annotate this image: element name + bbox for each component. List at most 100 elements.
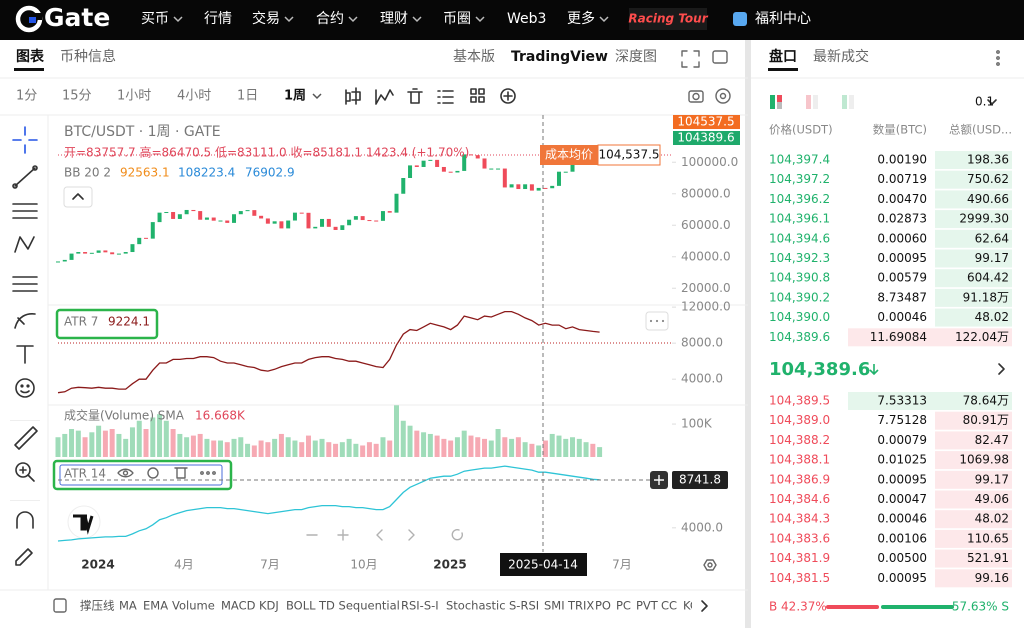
interval[interactable]: 1分 xyxy=(16,89,37,104)
interval[interactable]: 1周 xyxy=(284,89,306,104)
indicator-option[interactable]: TD Sequential xyxy=(318,599,400,613)
indicator-option[interactable]: EMA xyxy=(143,599,168,613)
cost-badge[interactable] xyxy=(540,145,598,165)
precision[interactable]: 0.1 xyxy=(975,95,994,109)
nav-item[interactable]: 币圈 xyxy=(443,11,471,27)
candle-body xyxy=(509,184,514,188)
candle-body xyxy=(144,237,149,239)
volume-bar xyxy=(448,440,454,457)
candle-body xyxy=(123,252,128,254)
indicator-option[interactable]: KDJ xyxy=(259,599,279,613)
view-icons[interactable] xyxy=(681,50,1000,68)
logo: Gate xyxy=(44,3,110,32)
indicator-option[interactable]: S-RSI xyxy=(509,599,539,613)
indicator-option[interactable]: KC xyxy=(683,599,698,613)
interval[interactable]: 4小时 xyxy=(177,89,211,104)
indicator-option[interactable]: MACD xyxy=(221,599,256,613)
indicator-option[interactable]: TRIX xyxy=(567,599,594,613)
ob-amount: 7.75128 xyxy=(877,413,927,427)
snapshot-icons[interactable] xyxy=(688,88,731,104)
nav-item[interactable]: 福利中心 xyxy=(755,11,811,27)
candle-body xyxy=(286,220,291,229)
precision-caret[interactable] xyxy=(987,99,997,105)
view-tab[interactable]: 深度图 xyxy=(615,49,657,65)
welfare-icon xyxy=(733,12,747,26)
depth-bar xyxy=(935,170,1012,189)
price-badge-text: 104537.5 xyxy=(677,115,734,129)
nav-item[interactable]: 更多 xyxy=(567,10,595,27)
ob-filter-icons[interactable] xyxy=(770,95,854,109)
view-tab[interactable]: 基本版 xyxy=(453,48,495,65)
indicator-option[interactable]: 撑压线 xyxy=(80,599,115,613)
ob-amount: 7.53313 xyxy=(877,394,927,408)
volume-bar xyxy=(556,435,562,457)
indicator-option[interactable]: MA xyxy=(119,599,137,613)
depth-bar xyxy=(935,190,1012,209)
volume-bar xyxy=(75,430,81,457)
ob-total: 99.16 xyxy=(975,571,1009,585)
nav-item[interactable]: Web3 xyxy=(507,11,546,27)
ob-amount: 0.00500 xyxy=(877,551,927,565)
volume-bar xyxy=(190,435,196,457)
depth-bar xyxy=(935,490,1012,509)
volume-bar xyxy=(292,440,298,457)
bb-value: 108223.4 xyxy=(178,166,235,180)
ob-tab[interactable]: 盘口 xyxy=(769,48,797,65)
chart-tool-icons[interactable] xyxy=(345,87,516,105)
ob-price: 104,394.6 xyxy=(769,231,830,245)
ob-price: 104,389.5 xyxy=(769,394,830,408)
settings-icon[interactable] xyxy=(703,559,717,571)
indicator-option[interactable]: PO xyxy=(595,599,611,613)
nav-item[interactable]: 买币 xyxy=(141,11,169,27)
ob-total: 750.62 xyxy=(967,172,1009,186)
indicator-icon[interactable] xyxy=(53,598,67,613)
volume-bar xyxy=(563,438,569,457)
chart-tab[interactable]: 图表 xyxy=(16,48,45,65)
interval[interactable]: 1日 xyxy=(237,89,258,104)
view-tab[interactable]: TradingView xyxy=(511,49,608,65)
tab-underline xyxy=(14,68,44,71)
nav-item[interactable]: 行情 xyxy=(204,11,232,27)
nav-item[interactable]: 合约 xyxy=(316,11,344,27)
indicator-option[interactable]: CC xyxy=(661,599,677,613)
ob-total: 1069.98 xyxy=(959,453,1009,467)
more-arrow[interactable] xyxy=(701,600,708,612)
drawing-tools[interactable] xyxy=(12,126,38,566)
volume-bar xyxy=(346,438,352,457)
dropdown-caret xyxy=(412,16,422,23)
candle-body xyxy=(110,252,115,255)
indicator-option[interactable]: BOLL xyxy=(286,599,316,613)
candle-body xyxy=(211,217,216,221)
nav-item[interactable]: 理财 xyxy=(380,11,408,27)
indicator-option[interactable]: SMI xyxy=(544,599,565,613)
indicator-option[interactable]: RSI-S-I xyxy=(401,599,439,613)
candle-body xyxy=(157,212,162,223)
promo-badge[interactable] xyxy=(629,8,707,30)
collapse-button[interactable] xyxy=(63,186,93,208)
indicator-option[interactable]: Volume xyxy=(172,599,215,613)
candle-body xyxy=(245,210,250,212)
atr7-legend-box[interactable] xyxy=(55,308,159,340)
volume-bar xyxy=(461,430,467,457)
nav-item[interactable]: 交易 xyxy=(252,10,280,27)
indicator-option[interactable]: Stochastic xyxy=(446,599,506,613)
interval[interactable]: 15分 xyxy=(62,89,92,104)
indicator-option[interactable]: PVT xyxy=(636,599,659,613)
chart-tab[interactable]: 币种信息 xyxy=(60,48,116,65)
ob-tab[interactable]: 最新成交 xyxy=(813,48,869,65)
ob-amount: 0.00079 xyxy=(877,433,927,447)
atr14-legend-icons[interactable] xyxy=(117,467,216,479)
cost-label: 成本均价 xyxy=(545,148,593,162)
candle-body xyxy=(347,219,352,226)
volume-bar xyxy=(238,437,244,457)
candle-body xyxy=(333,226,338,230)
indicator-option[interactable]: PC xyxy=(616,599,631,613)
volume-bar xyxy=(333,443,339,457)
volume-bar xyxy=(123,438,129,457)
promo[interactable]: Racing Tour xyxy=(628,12,708,26)
crosshair-date: 2025-04-14 xyxy=(508,558,578,572)
mid-arrow[interactable] xyxy=(998,363,1005,375)
chart-nav[interactable] xyxy=(306,529,463,541)
interval[interactable]: 1小时 xyxy=(117,89,151,104)
ob-total: 110.65 xyxy=(967,531,1009,545)
